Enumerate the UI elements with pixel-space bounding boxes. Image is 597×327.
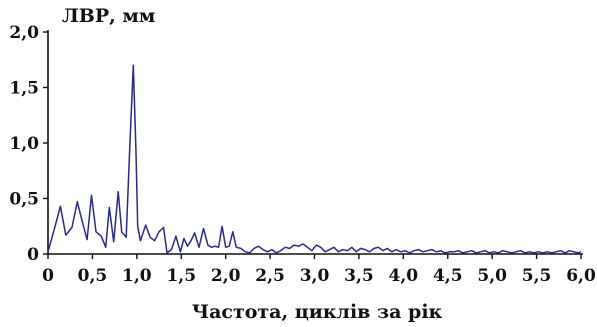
y-tick-label: 1,5: [9, 79, 39, 99]
y-tick-label: 0: [27, 245, 39, 265]
x-tick-label: 0: [42, 266, 54, 286]
x-tick-label: 5,0: [477, 266, 507, 286]
series-layer: [47, 64, 582, 254]
x-axis-title: Частота, циклів за рік: [192, 301, 443, 323]
spectrum-series-line: [47, 64, 582, 254]
x-tick-label: 0,5: [78, 266, 108, 286]
x-tick-label: 4,5: [433, 266, 463, 286]
y-tick-label: 0,5: [9, 190, 39, 210]
axes: [47, 30, 583, 255]
x-tick-label: 3,5: [344, 266, 374, 286]
x-tick-label: 5,5: [522, 266, 552, 286]
x-tick-label: 6,0: [566, 266, 596, 286]
x-tick-label: 3,0: [300, 266, 330, 286]
y-axis-title: ЛВР, мм: [62, 5, 155, 27]
x-tick-label: 2,5: [255, 266, 285, 286]
y-ticks: 0 0,5 1,0 1,5 2,0: [9, 23, 48, 265]
x-tick-label: 4,0: [389, 266, 419, 286]
x-tick-label: 2,0: [211, 266, 241, 286]
x-tick-label: 1,0: [122, 266, 152, 286]
x-tick-label: 1,5: [166, 266, 196, 286]
y-tick-label: 2,0: [9, 23, 39, 43]
x-ticks: 0 0,5 1,0 1,5 2,0 2,5 3,0 3,5 4,0 4,5 5,0 5,5 6,0: [42, 254, 596, 286]
y-tick-label: 1,0: [9, 134, 39, 154]
